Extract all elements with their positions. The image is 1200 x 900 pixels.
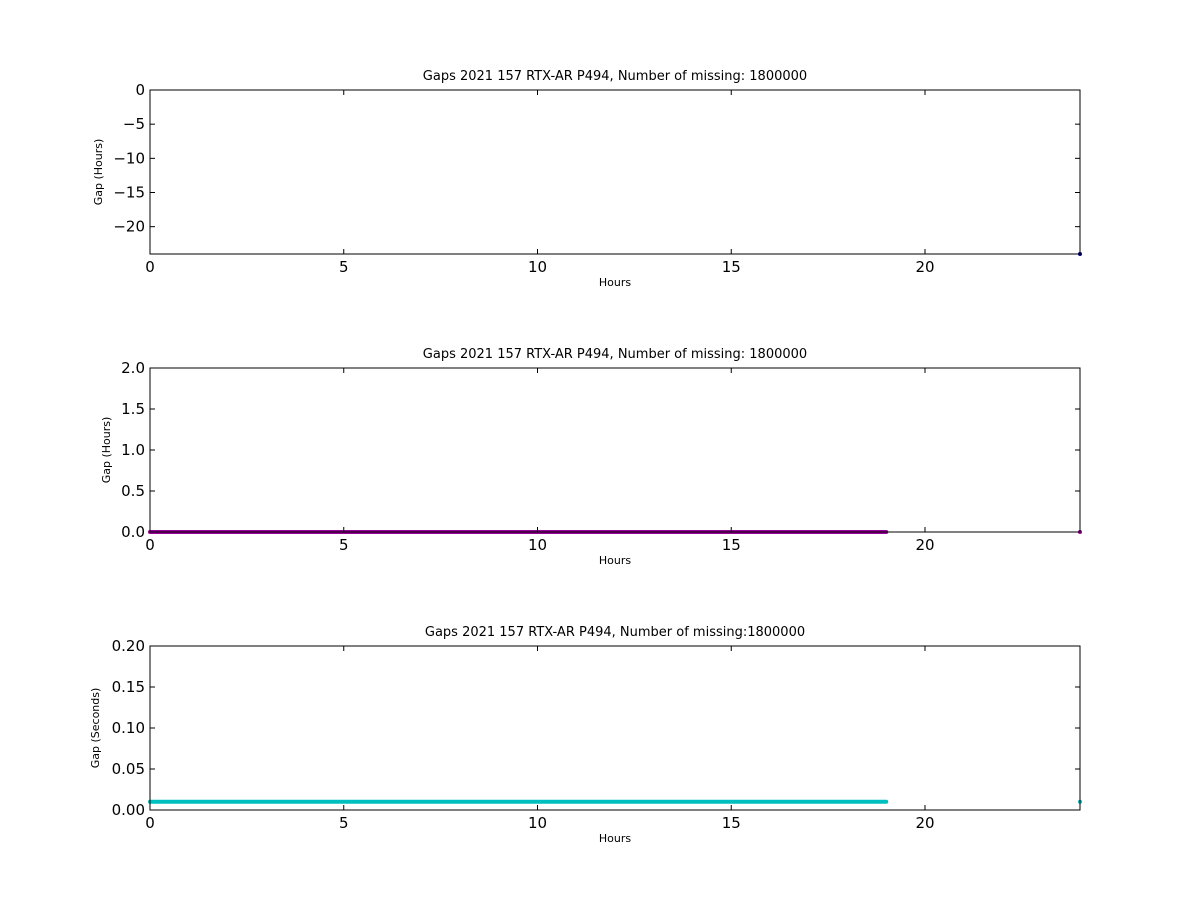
chart-bottom: Gaps 2021 157 RTX-AR P494, Number of mis… [89, 625, 1082, 845]
y-tick-label: 2.0 [121, 359, 145, 377]
x-axis-label: Hours [599, 832, 631, 845]
x-tick-label: 15 [722, 536, 741, 554]
y-tick-label: 0 [135, 81, 145, 99]
y-tick-label: −10 [113, 149, 145, 167]
chart-title: Gaps 2021 157 RTX-AR P494, Number of mis… [423, 347, 807, 362]
x-tick-label: 20 [915, 814, 934, 832]
y-tick-label: 0.0 [121, 523, 145, 541]
x-tick-label: 10 [528, 536, 547, 554]
x-tick-label: 15 [722, 814, 741, 832]
y-tick-label: 0.00 [112, 801, 145, 819]
y-tick-label: 0.05 [112, 760, 145, 778]
y-tick-label: 0.20 [112, 637, 145, 655]
x-tick-label: 0 [145, 258, 155, 276]
y-tick-label: 1.5 [121, 400, 145, 418]
x-tick-label: 0 [145, 536, 155, 554]
chart-middle: Gaps 2021 157 RTX-AR P494, Number of mis… [100, 347, 1082, 567]
y-axis-label: Gap (Hours) [92, 139, 105, 206]
y-tick-label: −15 [113, 184, 145, 202]
x-axis-label: Hours [599, 276, 631, 289]
x-tick-label: 5 [339, 814, 349, 832]
plot-frame [149, 89, 1081, 255]
y-axis-label: Gap (Seconds) [89, 688, 102, 769]
x-tick-label: 10 [528, 814, 547, 832]
y-tick-label: 1.0 [121, 441, 145, 459]
x-tick-label: 20 [915, 258, 934, 276]
chart-title: Gaps 2021 157 RTX-AR P494, Number of mis… [423, 69, 807, 84]
x-tick-label: 0 [145, 814, 155, 832]
x-axis-label: Hours [599, 554, 631, 567]
chart-top: Gaps 2021 157 RTX-AR P494, Number of mis… [92, 69, 1082, 289]
y-tick-label: −20 [113, 218, 145, 236]
y-tick-label: −5 [123, 115, 145, 133]
y-axis-label: Gap (Hours) [100, 417, 113, 484]
y-tick-label: 0.5 [121, 482, 145, 500]
y-tick-label: 0.10 [112, 719, 145, 737]
y-tick-label: 0.15 [112, 678, 145, 696]
x-tick-label: 15 [722, 258, 741, 276]
chart-title: Gaps 2021 157 RTX-AR P494, Number of mis… [425, 625, 805, 640]
x-tick-label: 5 [339, 258, 349, 276]
x-tick-label: 10 [528, 258, 547, 276]
x-tick-label: 20 [915, 536, 934, 554]
x-tick-label: 5 [339, 536, 349, 554]
